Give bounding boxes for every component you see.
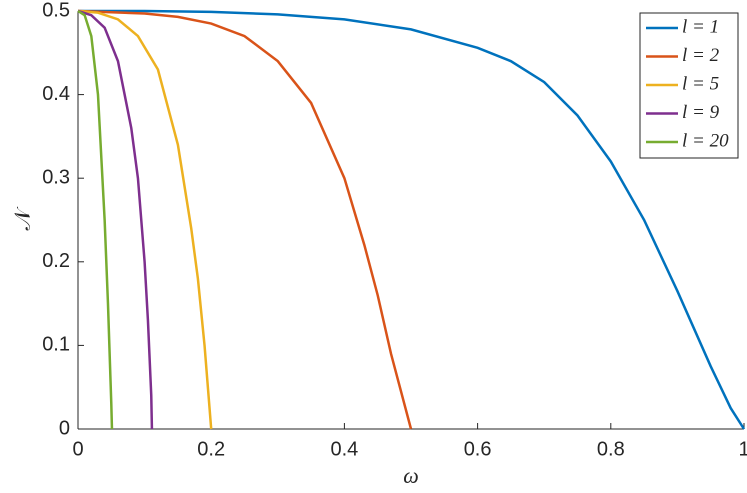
x-axis-label: ω [403,463,419,488]
x-tick-label: 0.6 [464,438,492,460]
x-tick-label: 0.4 [330,438,358,460]
y-tick-label: 0 [59,417,70,439]
series-line [78,9,746,430]
x-tick-label: 0.2 [197,438,225,460]
x-tick-label: 0.8 [597,438,625,460]
series-line [77,9,213,430]
y-tick-label: 0.3 [42,166,70,188]
legend-label: l = 9 [682,102,720,123]
legend-label: l = 20 [682,130,729,151]
legend-label: l = 2 [682,45,720,66]
series-line [77,9,413,430]
y-axis-label: 𝒩 [11,207,36,231]
x-tick-label: 0 [72,438,83,460]
legend-label: l = 1 [682,16,719,37]
series-line [77,9,114,430]
y-tick-label: 0.2 [42,250,70,272]
x-tick-label: 1 [738,438,747,460]
y-tick-label: 0.5 [42,0,70,21]
y-tick-label: 0.1 [42,334,70,356]
series-line [77,9,154,430]
y-tick-label: 0.4 [42,83,70,105]
legend-label: l = 5 [682,73,719,94]
